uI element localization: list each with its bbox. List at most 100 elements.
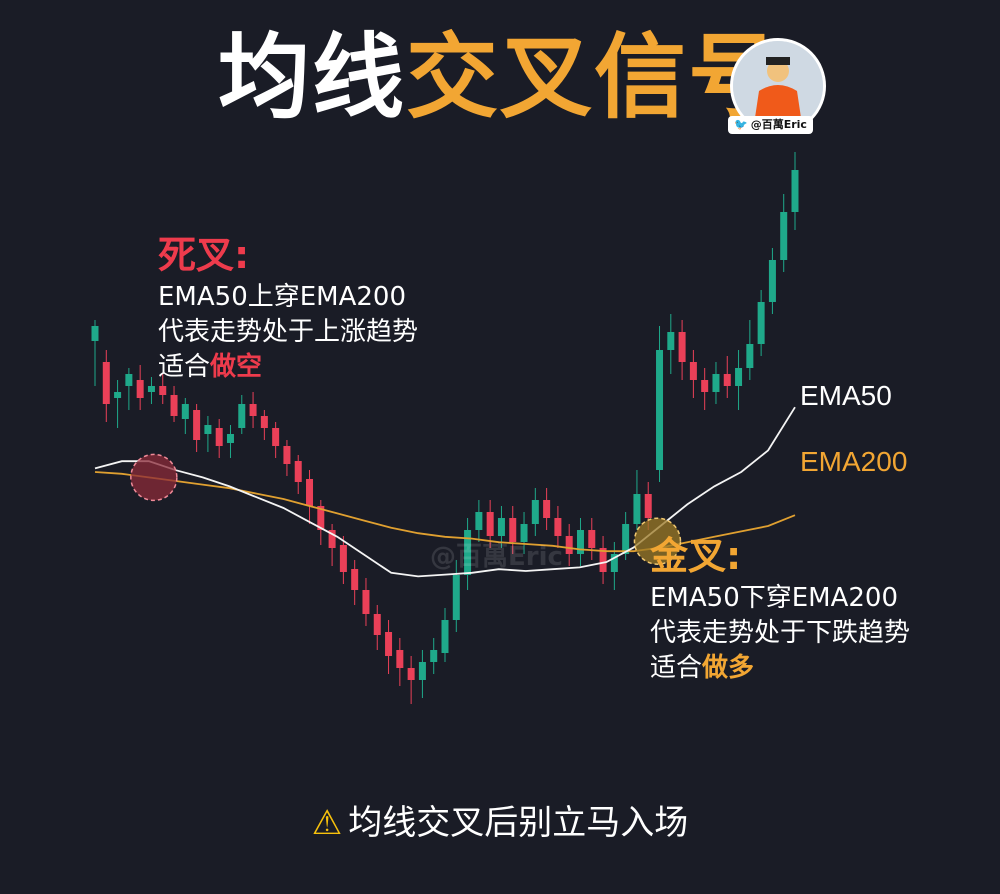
candle [723,356,731,398]
golden-cross-marker [633,517,682,565]
candle [520,512,528,554]
ema50-line [94,406,796,578]
candle-body [452,575,460,620]
candle-body [249,404,257,416]
candle [441,608,449,662]
death-cross-line1: EMA50上穿EMA200 [158,282,407,312]
golden-cross-action: 做多 [702,653,755,683]
candle-body [430,650,438,662]
candle [351,560,359,605]
candle-body [678,332,686,362]
candle-body [543,500,551,518]
candle [667,314,675,374]
candle [373,605,381,650]
candle-body [554,518,562,536]
candle-body [193,410,201,440]
candle-body [599,548,607,572]
candle [181,398,189,434]
candle [464,518,472,590]
candle-body [689,362,697,380]
golden-cross-line3-prefix: 适合 [650,653,703,683]
death-cross-line2: 代表走势处于上涨趋势 [158,317,419,347]
candle [452,560,460,632]
candle-body [667,332,675,350]
candle [689,350,697,398]
candle-body [644,494,652,518]
candle [306,470,314,524]
candle-body [351,569,359,590]
candle-body [768,260,776,302]
candle-body [396,650,404,668]
candle [509,506,517,554]
candle [136,365,144,410]
candle-body [91,326,99,341]
candle-body [272,428,280,446]
candle [362,578,370,626]
candle [260,410,268,440]
death-cross-title: 死叉: [158,233,250,277]
author-handle-badge: 🐦 @百萬Eric [728,116,813,134]
candle [170,386,178,422]
candlestick-series [91,152,799,704]
candle-body [407,668,415,680]
candle-body [475,512,483,530]
candle [780,194,788,272]
candle-body [486,512,494,536]
candle [193,404,201,452]
candle-body [339,545,347,572]
candle-body [418,662,426,680]
candle [396,638,404,686]
candle-body [159,386,167,395]
death-cross-action: 做空 [210,352,263,382]
candle [317,500,325,545]
candle-body [328,530,336,548]
candle [701,368,709,410]
candle-body [464,530,472,575]
ema50-series-label: EMA50 [800,380,892,411]
candle [543,488,551,530]
candle [385,620,393,674]
candle [328,524,336,566]
candle [283,440,291,476]
death-cross-note: 死叉: EMA50上穿EMA200 代表走势处于上涨趋势 适合做空 [158,232,418,385]
candle [610,542,618,590]
golden-cross-note: 金叉: EMA50下穿EMA200 代表走势处于下跌趋势 适合做多 [650,533,910,686]
candle-body [588,530,596,548]
candle-body [260,416,268,428]
candle [656,326,664,482]
candle-body [147,386,155,392]
candle [712,362,720,404]
candle-body [385,632,393,656]
title-part-gold: 交叉信号 [406,24,783,131]
candle [757,290,765,356]
candle [226,425,234,458]
candle-body [520,524,528,542]
candle-body [610,554,618,572]
candle [735,350,743,410]
candle-body [576,530,584,554]
candle [497,506,505,548]
candle-body [497,518,505,536]
candle-body [746,344,754,368]
candle-body [170,395,178,416]
candle [486,500,494,548]
candle-body [622,524,630,554]
candle [91,320,99,386]
candle [531,488,539,536]
candle [768,248,776,314]
candle [576,518,584,566]
warning-icon: ⚠ [311,803,343,843]
candle [272,422,280,458]
candle-body [215,428,223,446]
candle [102,350,110,422]
candle-body [757,302,765,344]
candle-body [114,392,122,398]
candle-body [735,368,743,386]
candle-body [102,362,110,404]
candle-body [181,404,189,419]
candle-body [226,434,234,443]
candle-body [723,374,731,386]
candle [430,638,438,674]
candle-body [317,506,325,530]
